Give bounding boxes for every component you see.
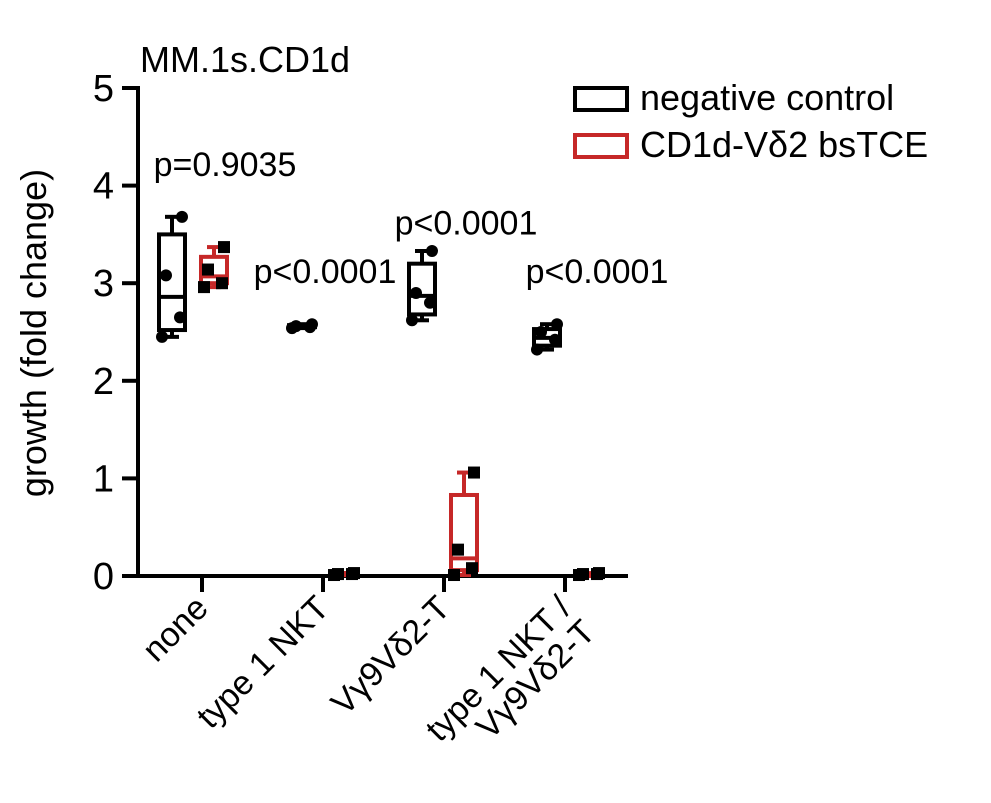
box-group	[286, 318, 318, 335]
y-axis-title: growth (fold change)	[13, 169, 54, 497]
data-point	[198, 281, 210, 294]
x-tick-label: none	[135, 589, 215, 669]
chart-title: MM.1s.CD1d	[140, 39, 350, 80]
box-group	[406, 244, 438, 327]
p-value-label: p<0.0001	[254, 253, 397, 291]
box-group	[156, 210, 188, 343]
plot-area	[156, 210, 605, 582]
data-point	[202, 263, 214, 276]
p-value-label: p<0.0001	[395, 204, 538, 242]
data-point	[549, 333, 561, 346]
data-point	[468, 466, 480, 479]
x-tick-label-line: none	[135, 589, 215, 669]
data-point	[160, 269, 172, 282]
y-tick-label: 1	[93, 458, 114, 500]
p-value-label: p=0.9035	[154, 146, 297, 184]
data-point	[426, 244, 438, 257]
data-point	[535, 326, 547, 338]
box	[157, 232, 187, 333]
data-point	[306, 318, 318, 331]
p-value-annotations: p=0.9035 p<0.0001 p<0.0001 p<0.0001	[154, 146, 669, 291]
y-tick-label: 2	[93, 361, 114, 403]
data-point	[348, 567, 360, 580]
data-point	[531, 343, 543, 356]
y-tick-label: 3	[93, 263, 114, 305]
y-tick-label: 4	[93, 166, 114, 208]
data-point	[577, 568, 589, 581]
y-tick-label: 0	[93, 556, 114, 598]
data-point	[174, 311, 186, 324]
legend-item: CD1d-Vδ2 bsTCE	[573, 124, 928, 165]
legend-swatch	[573, 133, 629, 159]
box	[199, 254, 229, 286]
data-point	[452, 543, 464, 556]
data-point	[156, 330, 168, 343]
p-value-label: p<0.0001	[526, 253, 669, 291]
legend-swatch	[573, 86, 629, 112]
box-group	[448, 466, 480, 582]
box	[449, 492, 479, 573]
x-tick-label: type 1 NKT	[190, 589, 337, 736]
y-tick-label: 5	[93, 68, 114, 110]
box-group	[573, 567, 605, 582]
data-point	[593, 567, 605, 580]
box-group	[198, 241, 230, 294]
data-point	[466, 562, 478, 575]
box	[407, 261, 437, 317]
legend: negative control CD1d-Vδ2 bsTCE	[573, 77, 928, 165]
data-point	[216, 277, 228, 290]
box-group	[328, 567, 360, 582]
data-point	[332, 568, 344, 581]
legend-label: CD1d-Vδ2 bsTCE	[640, 124, 928, 165]
data-point	[290, 320, 302, 333]
data-point	[410, 286, 422, 299]
data-point	[551, 318, 563, 331]
box-group	[531, 318, 563, 356]
legend-label: negative control	[640, 77, 894, 118]
data-point	[218, 241, 230, 254]
data-point	[424, 296, 436, 309]
y-axis: 0 1 2 3 4 5	[93, 68, 140, 598]
data-point	[176, 210, 188, 223]
data-point	[406, 314, 418, 327]
data-point	[448, 569, 460, 582]
legend-item: negative control	[573, 77, 894, 118]
x-tick-label-line: type 1 NKT	[190, 589, 337, 736]
